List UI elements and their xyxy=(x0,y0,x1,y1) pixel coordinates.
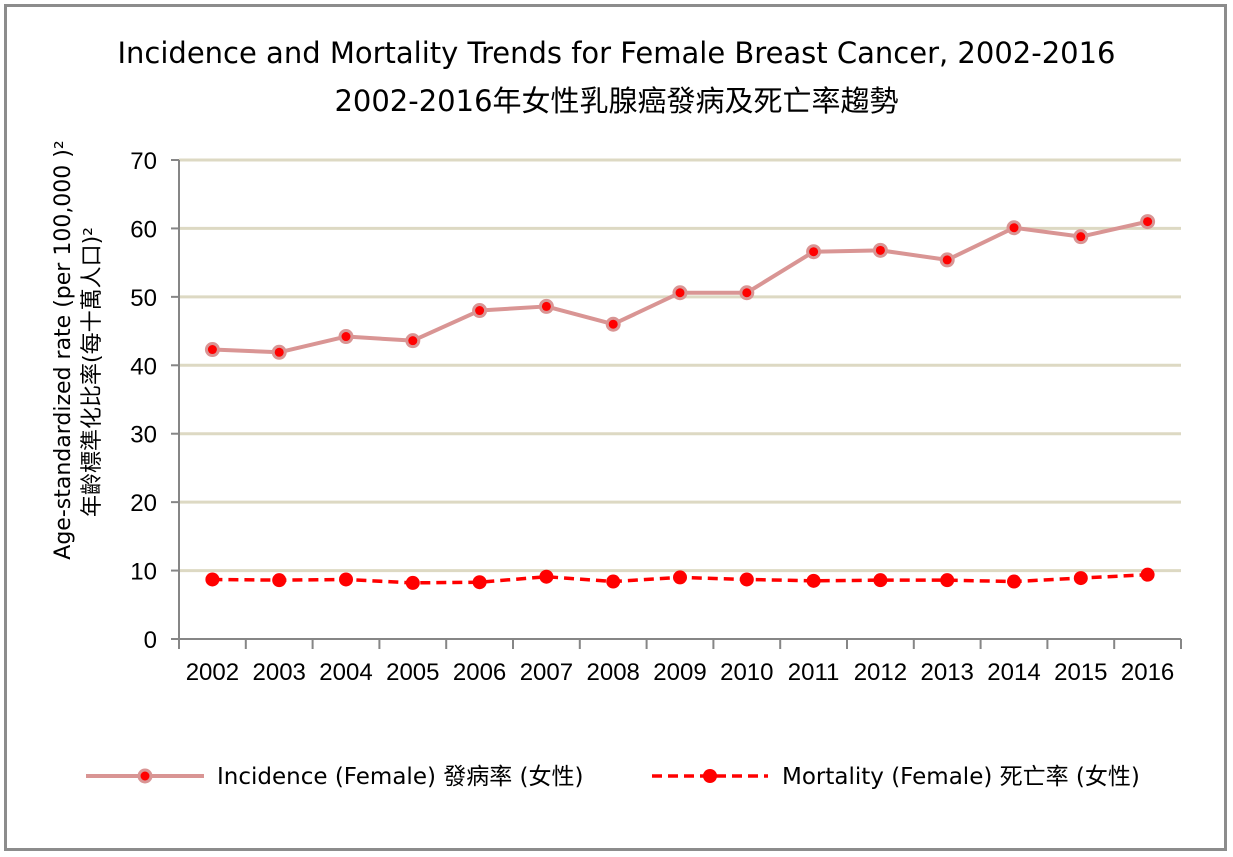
legend: Incidence (Female) 發病率 (女性) Mortality (Fe… xyxy=(86,764,1140,790)
x-tick-label: 2014 xyxy=(987,659,1040,686)
legend-mortality-marker xyxy=(703,769,717,783)
incidence-point xyxy=(207,345,217,355)
chart-frame xyxy=(4,4,1227,851)
x-tick-label: 2012 xyxy=(854,659,907,686)
x-tick-label: 2009 xyxy=(653,659,706,686)
incidence-point xyxy=(809,247,819,257)
mortality-point xyxy=(539,569,554,584)
mortality-point xyxy=(873,573,888,588)
incidence-point xyxy=(942,255,952,265)
incidence-point xyxy=(341,332,351,342)
chart-title: Incidence and Mortality Trends for Femal… xyxy=(117,36,1116,70)
mortality-point xyxy=(673,570,687,585)
x-tick-label: 2010 xyxy=(720,659,773,686)
chart-subtitle: 2002-2016年女性乳腺癌發病及死亡率趨勢 xyxy=(334,84,899,118)
x-tick-label: 2002 xyxy=(186,659,239,686)
incidence-point xyxy=(608,319,618,329)
incidence-point xyxy=(541,301,551,311)
axes xyxy=(171,159,1182,649)
incidence-point xyxy=(675,288,685,298)
y-tick-label: 20 xyxy=(130,490,157,517)
mortality-point xyxy=(606,574,621,589)
y-tick-label: 50 xyxy=(130,285,157,312)
x-tick-label: 2006 xyxy=(453,659,506,686)
mortality-point xyxy=(1073,571,1088,586)
mortality-point xyxy=(1140,567,1155,582)
x-tick-label: 2003 xyxy=(253,659,306,686)
x-tick-label: 2007 xyxy=(520,659,573,686)
x-tick-label: 2016 xyxy=(1121,659,1174,686)
y-axis-label-zh: 年齡標準化比率(每十萬人口)² xyxy=(80,227,105,517)
y-tick-label: 30 xyxy=(130,422,157,449)
mortality-point xyxy=(739,572,754,587)
mortality-point xyxy=(205,572,220,587)
incidence-point xyxy=(274,347,284,357)
incidence-point xyxy=(742,288,752,298)
incidence-point xyxy=(408,336,418,346)
x-tick-label: 2013 xyxy=(921,659,974,686)
x-tick-label: 2004 xyxy=(319,659,372,686)
series xyxy=(204,214,1156,590)
mortality-point xyxy=(272,573,287,588)
incidence-point xyxy=(1143,217,1153,227)
y-tick-label: 0 xyxy=(144,627,157,654)
mortality-point xyxy=(405,575,420,590)
mortality-point xyxy=(940,573,955,588)
x-tick-label: 2015 xyxy=(1054,659,1107,686)
gridlines xyxy=(179,158,1181,573)
x-tick-label: 2008 xyxy=(587,659,640,686)
incidence-point xyxy=(475,306,485,316)
x-tick-labels: 2002 2003 2004 2005 2006 2007 2008 2009 2010 2011… xyxy=(186,659,1175,686)
y-axis-label: Age-standardized rate (per 100,000 )² xyxy=(51,140,76,559)
incidence-point xyxy=(1009,223,1019,233)
y-tick-labels: 0 10 20 30 40 50 60 70 xyxy=(130,148,157,654)
y-tick-label: 40 xyxy=(130,353,157,380)
y-tick-label: 70 xyxy=(130,148,157,175)
mortality-point xyxy=(1007,574,1021,589)
legend-incidence-label: Incidence (Female) 發病率 (女性) xyxy=(217,764,584,790)
legend-incidence-marker xyxy=(140,771,150,781)
mortality-point xyxy=(472,575,487,590)
x-tick-label: 2011 xyxy=(788,659,840,686)
mortality-point xyxy=(339,572,353,587)
y-tick-label: 60 xyxy=(130,216,157,243)
mortality-point xyxy=(806,573,821,588)
incidence-point xyxy=(1076,232,1086,242)
legend-mortality-label: Mortality (Female) 死亡率 (女性) xyxy=(782,764,1140,790)
y-tick-label: 10 xyxy=(130,559,157,586)
x-tick-label: 2005 xyxy=(386,659,439,686)
incidence-point xyxy=(875,245,885,255)
